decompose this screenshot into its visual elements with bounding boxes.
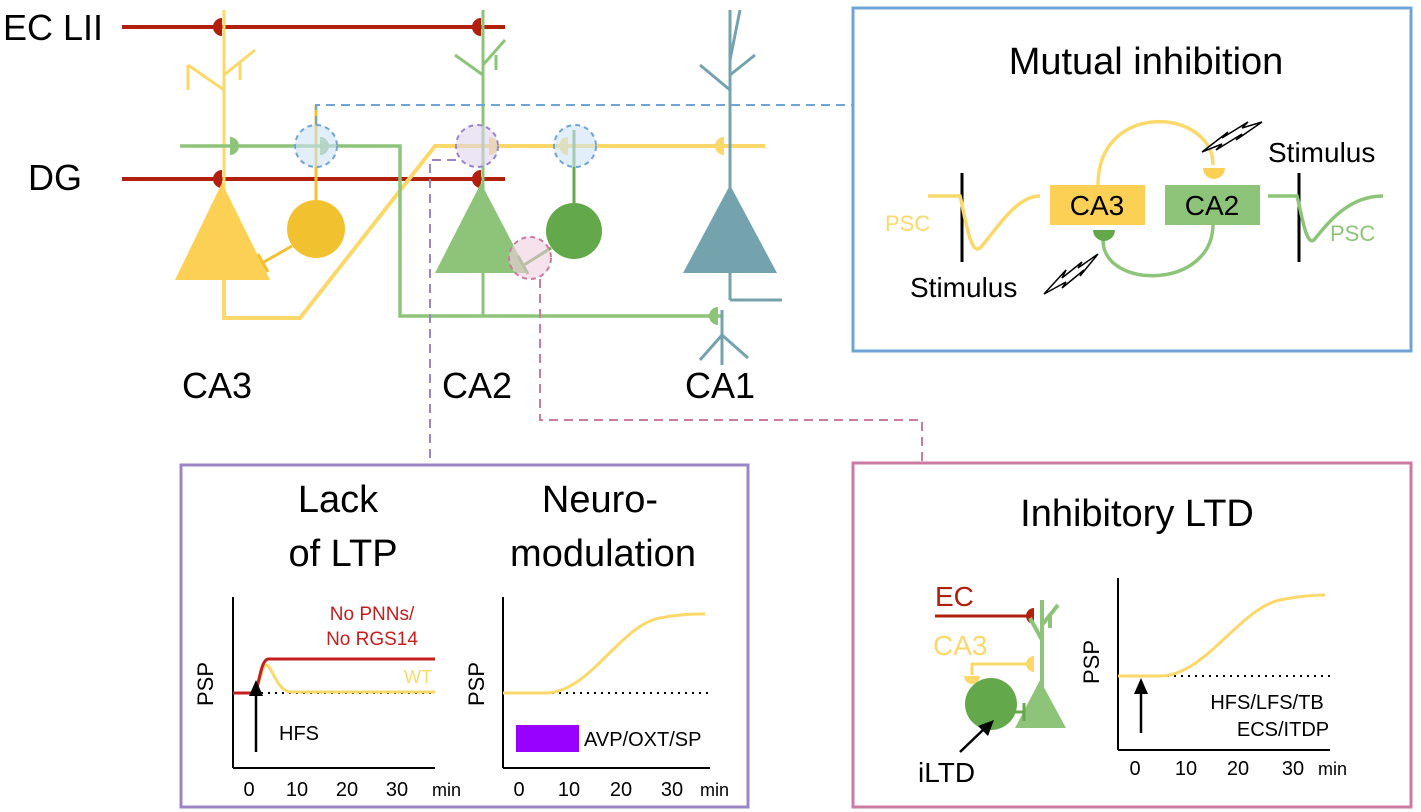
ltd-ylabel: PSP — [1079, 640, 1104, 684]
lack-title-2: of LTP — [288, 533, 397, 575]
connector-lack — [429, 159, 456, 465]
lack-tick-0: 0 — [243, 779, 254, 801]
lightning-icon-bottom — [1043, 253, 1099, 295]
ltp-highlight — [455, 124, 499, 168]
dg-label: DG — [28, 157, 82, 198]
ca1-pyramidal-cell — [683, 185, 777, 273]
connector-ltd — [539, 279, 923, 463]
lightning-icon-top — [1201, 121, 1263, 153]
lack-ylabel: PSP — [193, 662, 218, 706]
lack-tick-20: 20 — [336, 779, 358, 801]
mutual-inhibition-panel: Mutual inhibition CA3 CA2 Stimulus Stimu… — [851, 6, 1413, 353]
ltd-unit: min — [1318, 759, 1347, 779]
ltd-title: Inhibitory LTD — [1020, 493, 1254, 535]
psc-left-trace — [928, 194, 1041, 251]
connector-mutual — [315, 104, 853, 125]
lack-tick-10: 10 — [286, 779, 308, 801]
psc-left-label: PSC — [885, 211, 930, 236]
ltd-ca3-synapse — [1026, 656, 1034, 672]
ca3-to-ca2-arc — [1096, 119, 1215, 186]
ca3-box — [1050, 185, 1145, 225]
ltd-tick-20: 20 — [1227, 758, 1249, 780]
stimulus-bottom-label: Stimulus — [910, 272, 1017, 303]
ltd-ca3-axon — [970, 662, 1032, 675]
stimulus-top-label: Stimulus — [1268, 137, 1375, 168]
ec-synapse-ca2 — [472, 18, 481, 36]
ca2-pyramidal-cell — [435, 183, 528, 273]
neuromod-tick-10: 10 — [558, 779, 580, 801]
lack-ltp-panel: Lack of LTP No PNNs/ No RGS14 WT PSP HFS… — [179, 463, 750, 809]
ca3-inhibitory-bar — [256, 253, 270, 273]
ca3-inhibitory-link — [263, 244, 293, 264]
inhibitory-ltd-panel: Inhibitory LTD EC CA3 iLTD PSP HFS/LFS/T… — [851, 461, 1413, 809]
dg-synapse-ca2 — [472, 170, 481, 188]
ltd-ca3-int-synapse — [964, 676, 980, 684]
psc-right-label: PSC — [1330, 221, 1375, 246]
ltd-ca2-interneuron — [965, 678, 1017, 730]
ec-lii-label: EC LII — [3, 7, 103, 48]
neuromod-tick-20: 20 — [610, 779, 632, 801]
ltd-ec-label: EC — [935, 581, 974, 612]
ca3-pyramidal-cell — [175, 183, 270, 280]
ltd-ca3-label: CA3 — [933, 630, 987, 661]
dg-synapse-ca3 — [213, 170, 222, 188]
ca2-box — [1165, 185, 1260, 225]
ca2-box-label: CA2 — [1185, 190, 1239, 221]
mutual-highlight-ca2 — [553, 124, 597, 168]
ltd-ca2-dendrite — [1028, 600, 1060, 690]
ltd-arrow-head — [1134, 678, 1148, 694]
iltd-arrow-head — [978, 720, 994, 736]
neuromod-title-1: Neuro- — [542, 479, 658, 521]
ca2-to-ca3-arc — [1101, 223, 1215, 278]
ltd-trace — [1118, 593, 1326, 678]
mutual-title: Mutual inhibition — [1009, 41, 1284, 83]
ca3-box-label: CA3 — [1070, 190, 1124, 221]
ltd-ca2-cell — [1015, 680, 1066, 728]
psc-right-trace — [1268, 194, 1384, 243]
ca2-arc-synapse — [1093, 230, 1115, 241]
lack-hfs: HFS — [279, 723, 319, 745]
lack-unit: min — [432, 780, 461, 800]
ca2-synapse-ca3 — [230, 137, 239, 155]
lack-legend-red-1: No PNNs/ — [330, 604, 415, 625]
ca3-synapse-ca1 — [715, 137, 724, 155]
hfs-arrow-head — [249, 680, 263, 696]
neuromod-bar-label: AVP/OXT/SP — [584, 729, 701, 751]
neuromod-ylabel: PSP — [464, 662, 489, 706]
ltd-highlight — [508, 236, 552, 280]
ca2-axon — [180, 144, 722, 318]
neuromod-bar — [516, 725, 579, 752]
ltd-tick-0: 0 — [1129, 758, 1140, 780]
ca3-axon — [222, 144, 765, 320]
ca1-dendrite — [698, 9, 782, 365]
ec-synapse-ca3 — [213, 18, 222, 36]
ltd-protocol-1: HFS/LFS/TB — [1210, 692, 1323, 714]
ca3-dendrite — [186, 10, 256, 200]
neuromod-trace — [503, 612, 706, 695]
neuromod-tick-30: 30 — [661, 779, 683, 801]
neuromod-unit: min — [700, 780, 729, 800]
ca3-arc-synapse — [1203, 168, 1225, 179]
ca3-interneuron — [287, 200, 345, 258]
ca3-label: CA3 — [182, 365, 252, 406]
ca2-synapse-ca1 — [709, 307, 718, 325]
lack-tick-30: 30 — [386, 779, 408, 801]
mutual-highlight-ca3 — [294, 124, 338, 168]
ltd-tick-30: 30 — [1282, 758, 1304, 780]
ltd-iltd-label: iLTD — [918, 757, 975, 788]
lack-legend-red-2: No RGS14 — [326, 629, 418, 650]
ca2-label: CA2 — [442, 365, 512, 406]
ca2-interneuron — [546, 203, 602, 259]
iltd-arrow-line — [959, 727, 986, 753]
neuromod-tick-0: 0 — [513, 779, 524, 801]
lack-legend-wt: WT — [404, 667, 432, 687]
ca1-label: CA1 — [685, 365, 755, 406]
ltd-tick-10: 10 — [1175, 758, 1197, 780]
lack-title-1: Lack — [298, 479, 379, 521]
circuit: EC LII DG CA3 CA2 CA1 — [3, 7, 923, 465]
neuromod-title-2: modulation — [510, 533, 696, 575]
ltd-protocol-2: ECS/ITDP — [1237, 719, 1329, 741]
